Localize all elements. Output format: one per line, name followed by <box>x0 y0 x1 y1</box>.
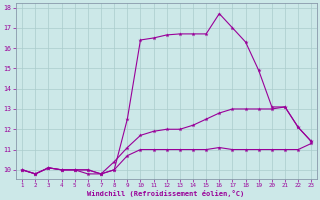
X-axis label: Windchill (Refroidissement éolien,°C): Windchill (Refroidissement éolien,°C) <box>87 190 245 197</box>
